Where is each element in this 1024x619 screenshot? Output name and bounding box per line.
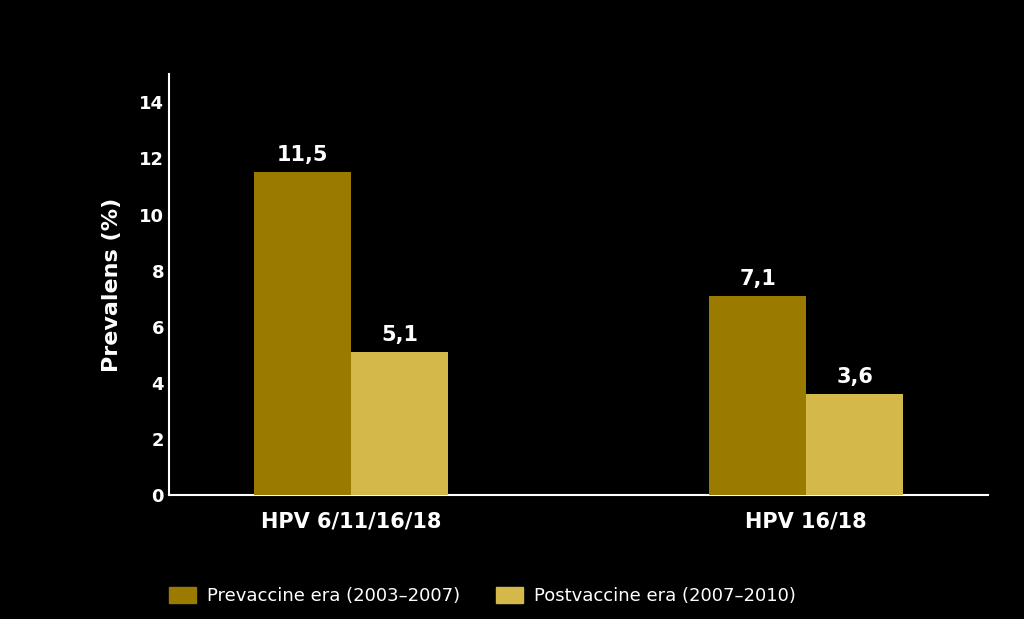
Text: 3,6: 3,6 <box>837 367 873 387</box>
Text: 5,1: 5,1 <box>381 325 418 345</box>
Bar <box>351 352 449 495</box>
Text: 7,1: 7,1 <box>739 269 776 289</box>
Text: 11,5: 11,5 <box>276 145 329 165</box>
Bar <box>806 394 903 495</box>
Bar <box>254 173 351 495</box>
Y-axis label: Prevalens (%): Prevalens (%) <box>102 197 123 372</box>
Legend: Prevaccine era (2003–2007), Postvaccine era (2007–2010): Prevaccine era (2003–2007), Postvaccine … <box>162 580 803 613</box>
Bar <box>709 296 806 495</box>
